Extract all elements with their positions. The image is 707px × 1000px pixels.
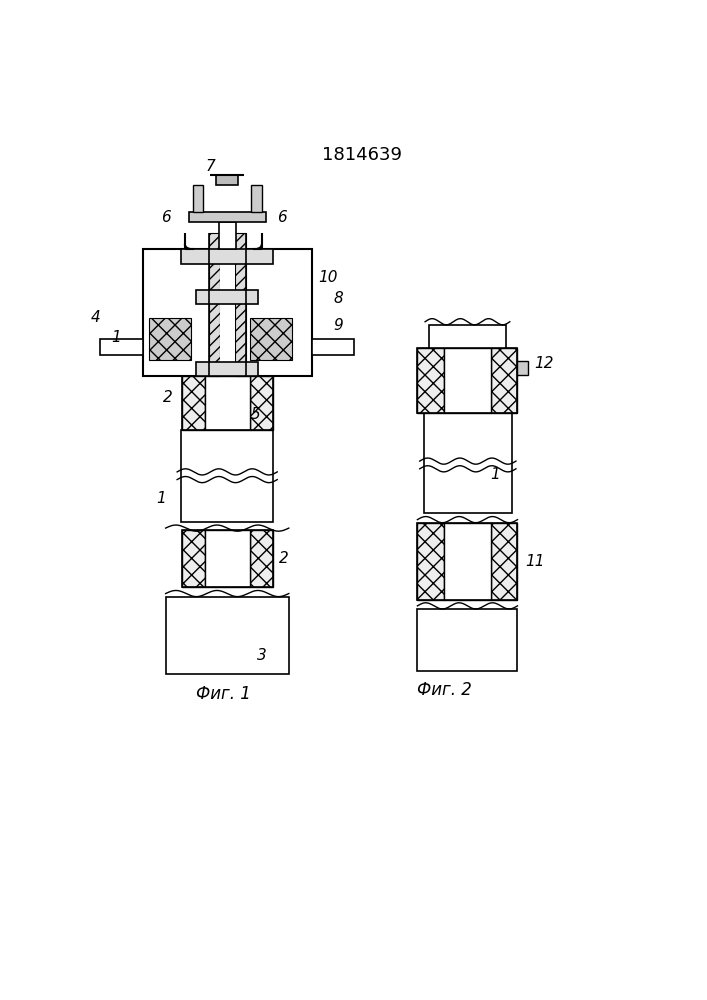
Bar bbox=[148, 318, 191, 360]
Bar bbox=[491, 523, 518, 600]
Bar bbox=[216, 175, 238, 185]
Text: 8: 8 bbox=[334, 291, 343, 306]
Bar bbox=[417, 348, 444, 413]
Text: 4: 4 bbox=[90, 310, 100, 325]
Bar bbox=[181, 430, 274, 522]
Text: 12: 12 bbox=[534, 356, 554, 371]
Text: Фиг. 2: Фиг. 2 bbox=[417, 681, 472, 699]
Bar bbox=[182, 376, 273, 430]
Text: 5: 5 bbox=[250, 407, 260, 422]
Bar bbox=[182, 376, 205, 430]
Bar bbox=[182, 530, 273, 587]
Text: 1814639: 1814639 bbox=[322, 146, 402, 164]
Bar bbox=[444, 523, 491, 600]
Text: 3: 3 bbox=[257, 648, 267, 663]
Bar bbox=[165, 597, 288, 674]
Text: 1: 1 bbox=[111, 330, 121, 345]
Text: 2: 2 bbox=[279, 551, 288, 566]
Bar bbox=[491, 348, 518, 413]
Text: 2: 2 bbox=[163, 390, 173, 405]
Bar bbox=[181, 249, 274, 264]
Bar bbox=[417, 348, 518, 413]
Bar bbox=[423, 413, 512, 513]
Text: 6: 6 bbox=[277, 210, 287, 225]
Bar bbox=[429, 325, 506, 348]
Text: 10: 10 bbox=[318, 270, 337, 285]
Bar bbox=[312, 339, 354, 355]
Bar bbox=[250, 376, 273, 430]
Bar bbox=[250, 318, 292, 360]
Bar bbox=[518, 361, 528, 375]
Bar bbox=[209, 233, 219, 376]
Bar bbox=[219, 233, 235, 376]
Text: 9: 9 bbox=[334, 318, 343, 333]
Bar bbox=[197, 362, 258, 376]
Text: 1: 1 bbox=[156, 491, 165, 506]
Bar bbox=[192, 185, 204, 212]
Bar bbox=[205, 530, 250, 587]
Text: Фиг. 1: Фиг. 1 bbox=[197, 685, 251, 703]
Bar bbox=[417, 523, 518, 600]
Bar bbox=[235, 233, 246, 376]
Bar bbox=[100, 339, 143, 355]
Bar bbox=[444, 348, 491, 413]
Bar bbox=[143, 249, 312, 376]
Bar bbox=[205, 376, 250, 430]
Text: 7: 7 bbox=[206, 159, 216, 174]
Bar bbox=[182, 530, 205, 587]
Bar bbox=[417, 609, 518, 671]
Text: 6: 6 bbox=[161, 210, 171, 225]
Bar bbox=[250, 530, 273, 587]
Bar bbox=[251, 185, 262, 212]
Bar bbox=[197, 290, 258, 304]
Text: 1: 1 bbox=[491, 467, 501, 482]
Bar bbox=[218, 222, 235, 249]
Text: 11: 11 bbox=[525, 554, 544, 569]
Bar bbox=[417, 523, 444, 600]
Bar bbox=[189, 212, 266, 222]
